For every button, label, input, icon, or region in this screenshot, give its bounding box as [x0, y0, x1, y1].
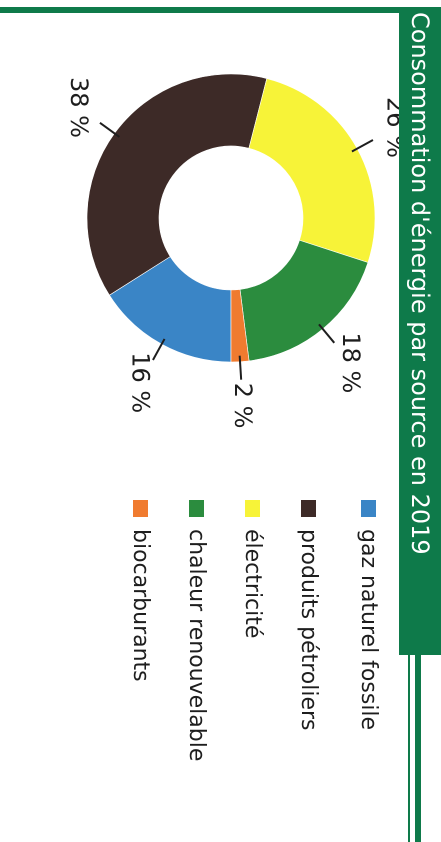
leader-line	[351, 139, 374, 153]
slice-label: 26 %	[382, 97, 399, 158]
frame-inner-border	[408, 655, 410, 842]
leader-line	[238, 355, 243, 380]
donut-slice-produits-pétroliers	[86, 73, 268, 296]
label-leader-lines	[99, 121, 374, 380]
slice-labels: 16 % 38 % 26 % 18 % 2 %	[65, 77, 399, 428]
legend-label: produits pétroliers	[296, 529, 322, 731]
donut-slice-électricité	[248, 78, 376, 263]
slice-label: 18 %	[337, 332, 365, 393]
legend-label: chaleur renouvelable	[184, 529, 210, 762]
slice-label: 2 %	[229, 383, 257, 429]
legend-item-gaz-naturel-fossile: gaz naturel fossile	[349, 500, 389, 730]
legend-swatch	[133, 500, 149, 517]
legend-label: gaz naturel fossile	[356, 529, 382, 731]
leader-line	[152, 338, 166, 361]
frame-top-border	[0, 7, 441, 13]
leader-line	[99, 121, 120, 138]
chart-title: Consommation d'énergie par source en 201…	[399, 10, 441, 655]
slice-label: 16 %	[126, 352, 154, 413]
legend-swatch	[301, 500, 317, 517]
legend-swatch	[361, 500, 377, 517]
legend-item-produits-petroliers: produits pétroliers	[289, 500, 329, 731]
donut-slice-chaleur-renouvelable	[239, 239, 369, 362]
legend-item-biocarburants: biocarburants	[121, 500, 161, 682]
leader-line	[318, 323, 336, 344]
legend-label: biocarburants	[128, 529, 154, 682]
legend-item-electricite: électricité	[233, 500, 273, 638]
legend-label: électricité	[240, 529, 266, 639]
donut-chart: 16 % 38 % 26 % 18 % 2 %	[65, 73, 399, 428]
slice-label: 38 %	[65, 77, 93, 138]
donut-slices	[86, 73, 376, 363]
donut-slice-biocarburants	[230, 289, 250, 363]
legend-swatch	[245, 500, 261, 517]
legend-item-chaleur-renouvelable: chaleur renouvelable	[177, 500, 217, 761]
legend-swatch	[189, 500, 205, 517]
